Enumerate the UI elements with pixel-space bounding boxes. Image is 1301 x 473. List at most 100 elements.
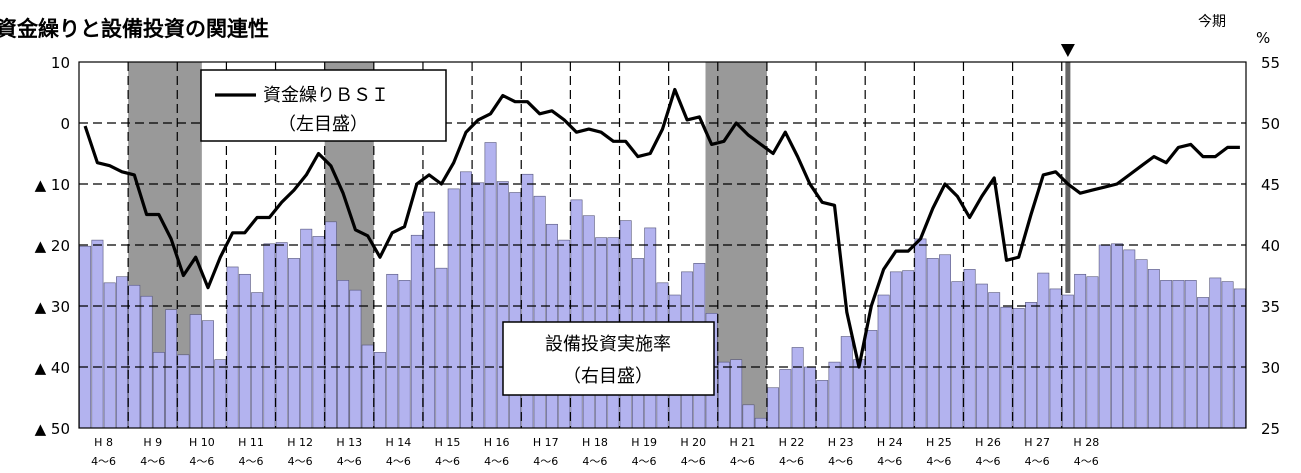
bar-0: [79, 245, 92, 429]
axes: 10 0 ▲ 10 ▲ 20 ▲ 30 ▲ 40 ▲ 50 55 50 45 40 35 30 25 H 8…: [35, 54, 1280, 468]
bar-16: [275, 242, 288, 429]
x-tick-quarter: 4～6: [681, 455, 706, 468]
left-tick-label: 10: [51, 54, 70, 72]
legend-box-bsi: [200, 69, 447, 142]
x-tick-quarter: 4～6: [238, 455, 263, 468]
bar-58: [791, 347, 804, 429]
bar-93: [1221, 281, 1234, 429]
bar-52: [717, 361, 730, 429]
bar-62: [840, 336, 853, 429]
bar-26: [398, 280, 411, 429]
bar-10: [202, 320, 214, 429]
bar-92: [1209, 277, 1222, 429]
bar-83: [1098, 244, 1111, 429]
bar-6: [152, 352, 165, 429]
bar-33: [484, 142, 497, 429]
bar-3: [116, 276, 128, 429]
left-tick-label: ▲ 20: [35, 237, 70, 255]
bar-7: [165, 309, 178, 429]
x-tick-year: H 10: [189, 436, 215, 449]
bar-14: [251, 292, 264, 429]
x-tick-year: H 21: [729, 436, 755, 449]
right-tick-label: 40: [1261, 237, 1280, 255]
bar-81: [1074, 273, 1087, 429]
bar-56: [767, 387, 779, 429]
chart-title: 資金繰りと設備投資の関連性: [0, 17, 269, 41]
x-tick-year: H 23: [828, 436, 854, 449]
bar-87: [1147, 269, 1160, 429]
bar-54: [742, 404, 755, 429]
bar-18: [300, 228, 313, 429]
bar-29: [435, 267, 448, 429]
bar-5: [140, 295, 153, 429]
bar-15: [263, 243, 276, 429]
bar-78: [1037, 272, 1050, 429]
right-tick-label: 55: [1261, 54, 1280, 72]
right-tick-label: 30: [1261, 359, 1280, 377]
bar-9: [189, 314, 202, 429]
bar-32: [472, 182, 485, 429]
left-tick-label: ▲ 10: [35, 176, 70, 194]
bar-88: [1160, 280, 1173, 429]
x-tick-quarter: 4～6: [1074, 455, 1099, 468]
bar-69: [926, 258, 939, 429]
bar-71: [951, 281, 964, 429]
legend-label-bsi: 資金繰りＢＳＩ: [263, 85, 389, 106]
x-tick-year: H 27: [1024, 436, 1050, 449]
bar-24: [374, 352, 386, 429]
x-tick-quarter: 4～6: [976, 455, 1001, 468]
x-tick-quarter: 4～6: [779, 455, 804, 468]
x-tick-year: H 17: [533, 436, 559, 449]
bar-13: [238, 273, 251, 429]
x-tick-quarter: 4～6: [730, 455, 755, 468]
x-tick-quarter: 4～6: [533, 455, 558, 468]
bar-79: [1049, 288, 1062, 429]
x-tick-quarter: 4～6: [926, 455, 951, 468]
x-tick-year: H 24: [877, 436, 903, 449]
x-tick-year: H 25: [926, 436, 952, 449]
bar-1: [91, 239, 104, 429]
bar-30: [447, 188, 460, 429]
line-series-bsi: [83, 87, 1240, 369]
bar-8: [177, 354, 190, 429]
bar-53: [730, 359, 743, 429]
bar-80: [1061, 294, 1074, 429]
legend-sub-capex: （右目盛）: [563, 366, 653, 387]
bar-91: [1197, 297, 1209, 429]
legend-sub-bsi: （左目盛）: [278, 114, 368, 135]
right-tick-label: 50: [1261, 115, 1280, 133]
right-tick-label: 45: [1261, 176, 1280, 194]
bar-84: [1111, 243, 1123, 429]
x-tick-quarter: 4～6: [288, 455, 313, 468]
x-tick-year: H 26: [975, 436, 1001, 449]
x-tick-year: H 11: [238, 436, 264, 449]
x-tick-quarter: 4～6: [337, 455, 362, 468]
x-tick-quarter: 4～6: [632, 455, 657, 468]
x-tick-year: H 9: [143, 436, 162, 449]
bar-22: [349, 289, 362, 429]
bar-4: [128, 284, 141, 429]
bar-59: [803, 366, 816, 429]
now-label: 今期: [1198, 14, 1226, 30]
bar-60: [816, 380, 829, 429]
legend-boxes: 資金繰りＢＳＩ （左目盛） 設備投資実施率 （右目盛）: [200, 69, 715, 396]
bar-90: [1184, 280, 1197, 429]
legend-label-capex: 設備投資実施率: [545, 334, 671, 355]
bar-61: [828, 361, 841, 429]
bar-64: [865, 330, 878, 429]
bar-74: [988, 292, 1001, 429]
x-tick-year: H 12: [287, 436, 313, 449]
x-tick-quarter: 4～6: [582, 455, 607, 468]
x-tick-quarter: 4～6: [877, 455, 902, 468]
bar-77: [1025, 302, 1037, 429]
x-tick-quarter: 4～6: [189, 455, 214, 468]
x-tick-year: H 8: [94, 436, 113, 449]
x-tick-year: H 13: [336, 436, 362, 449]
bar-17: [288, 258, 300, 429]
bar-67: [902, 270, 915, 429]
bar-76: [1012, 308, 1025, 429]
plot-frame: [78, 61, 1247, 429]
bar-63: [853, 359, 865, 429]
bar-66: [889, 271, 902, 429]
